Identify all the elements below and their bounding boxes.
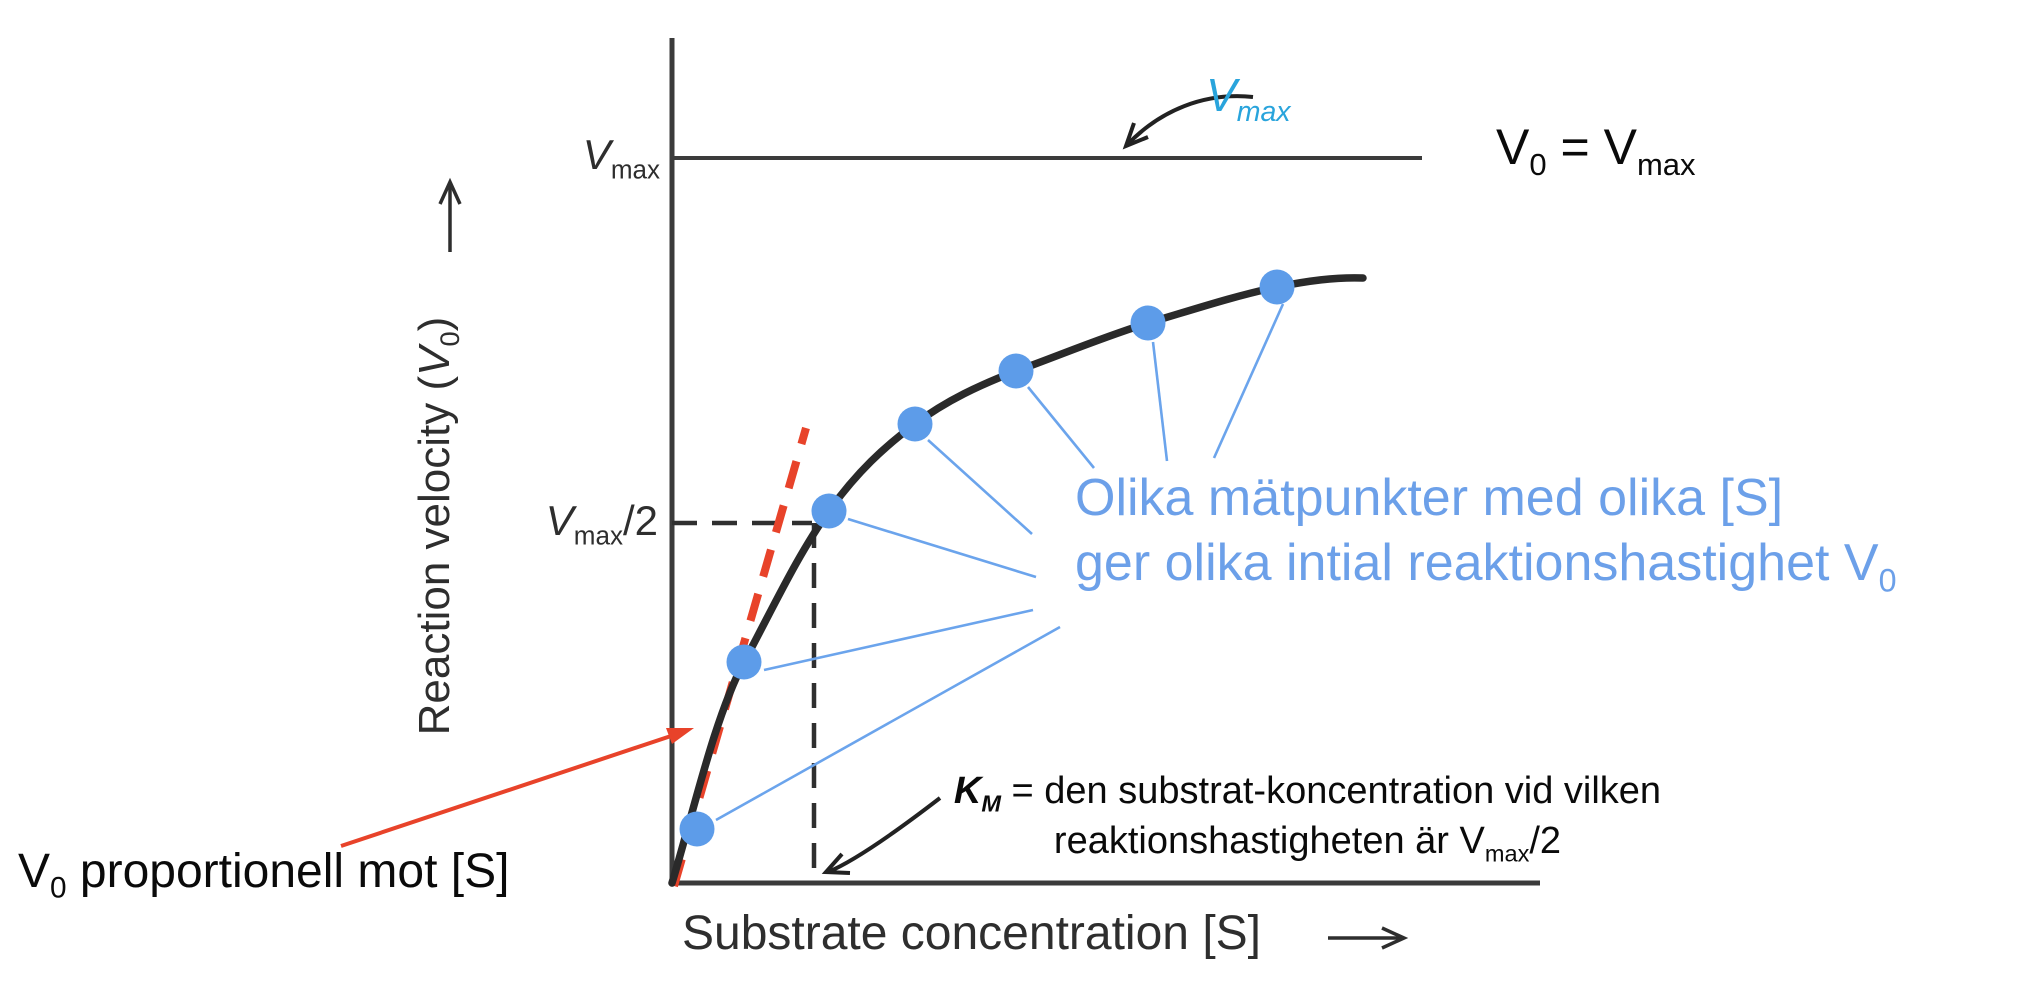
red-arrow-line — [340, 730, 684, 848]
vmax-half-tick-label: Vmax/2 — [400, 497, 658, 548]
km-definition-line2: reaktionshastigheten är Vmax/2 — [925, 816, 1690, 866]
data-point — [998, 353, 1034, 389]
km-var: K — [953, 770, 982, 812]
vmax-tick-label: Vmax — [460, 131, 660, 182]
vmax-tick-sub: max — [610, 154, 660, 185]
vmax-callout-sub: max — [1236, 96, 1291, 129]
prop-text: proportionell mot [S] — [66, 845, 510, 898]
x-axis-label: Substrate concentration [S] — [682, 906, 1261, 961]
callout-line — [847, 517, 1037, 579]
km-sub: M — [981, 790, 1001, 817]
prop-var: V — [18, 845, 51, 898]
vmax-var: V — [1603, 119, 1637, 175]
y-axis-label-sub: 0 — [433, 331, 465, 347]
vmax-callout-arrow — [1124, 94, 1254, 148]
measure-points-annotation: Olika mätpunkter med olika [S] ger olika… — [1075, 466, 1897, 599]
x-axis-label-text: Substrate concentration [S] — [682, 907, 1261, 960]
vmax-callout-arrowhead-icon — [1122, 122, 1149, 150]
x-axis-arrowhead-icon — [1381, 926, 1409, 950]
callout-line — [1151, 341, 1169, 462]
data-point — [726, 644, 762, 680]
measure-points-line1: Olika mätpunkter med olika [S] — [1075, 466, 1897, 531]
measure-points-line2-sub: 0 — [1878, 562, 1897, 599]
callout-lines — [715, 303, 1285, 822]
km-callout-arrow — [827, 796, 942, 874]
callout-line — [763, 608, 1034, 672]
v0-proportional-annotation: V0 proportionell mot [S] — [18, 844, 510, 903]
measure-points-line2: ger olika intial reaktionshastighet V0 — [1075, 531, 1897, 599]
callout-line — [1026, 386, 1096, 469]
km-definition-line1-text: = den substrat-koncentration vid vilken — [1000, 770, 1662, 812]
red-arrow-head-icon — [666, 728, 694, 744]
y-axis-label-text: Reaction velocity ( — [410, 375, 459, 736]
v0-var: V — [1496, 119, 1530, 175]
km-callout-arrowhead-icon — [821, 852, 851, 875]
data-point — [897, 406, 933, 442]
callout-line — [927, 439, 1033, 535]
vmax-sub: max — [1636, 147, 1696, 182]
equals-sign: = — [1546, 119, 1604, 175]
measure-points-line2-var: V — [1843, 534, 1879, 592]
v0-sub: 0 — [1529, 147, 1547, 182]
vmax-callout-var: V — [1206, 69, 1237, 121]
measure-points-line2-text: ger olika intial reaktionshastighet — [1075, 534, 1844, 592]
y-axis-arrowhead-icon — [438, 177, 462, 205]
y-axis-label-var: V — [410, 346, 459, 376]
km-definition-line2-text: reaktionshastigheten är — [1053, 820, 1460, 862]
data-point — [1130, 305, 1166, 341]
vmax-callout-label: Vmax — [1206, 68, 1291, 126]
vmax-half-tick-var: V — [545, 497, 574, 544]
vmax-half-tick-sub: max — [573, 520, 623, 551]
data-point — [679, 811, 715, 847]
vmax-half-tick-suffix: /2 — [622, 497, 658, 544]
v0-equals-vmax-label: V0 = Vmax — [1496, 118, 1696, 180]
data-point — [811, 493, 847, 529]
measure-points-line1-text: Olika mätpunkter med olika [S] — [1075, 469, 1784, 527]
y-axis-label-close: ) — [410, 316, 459, 332]
data-point — [1259, 269, 1295, 305]
km-definition-line2-var: V — [1459, 820, 1485, 862]
km-definition-line2-sub: max — [1484, 840, 1530, 867]
vmax-tick-var: V — [582, 131, 611, 178]
km-definition-annotation: KM = den substrat-koncentration vid vilk… — [925, 766, 1690, 866]
prop-sub: 0 — [50, 871, 67, 905]
km-definition-line2-suffix: /2 — [1529, 820, 1562, 862]
callout-line — [715, 625, 1061, 822]
data-points — [679, 269, 1295, 847]
callout-line — [1212, 303, 1285, 459]
km-definition-line1: KM = den substrat-koncentration vid vilk… — [925, 766, 1690, 816]
